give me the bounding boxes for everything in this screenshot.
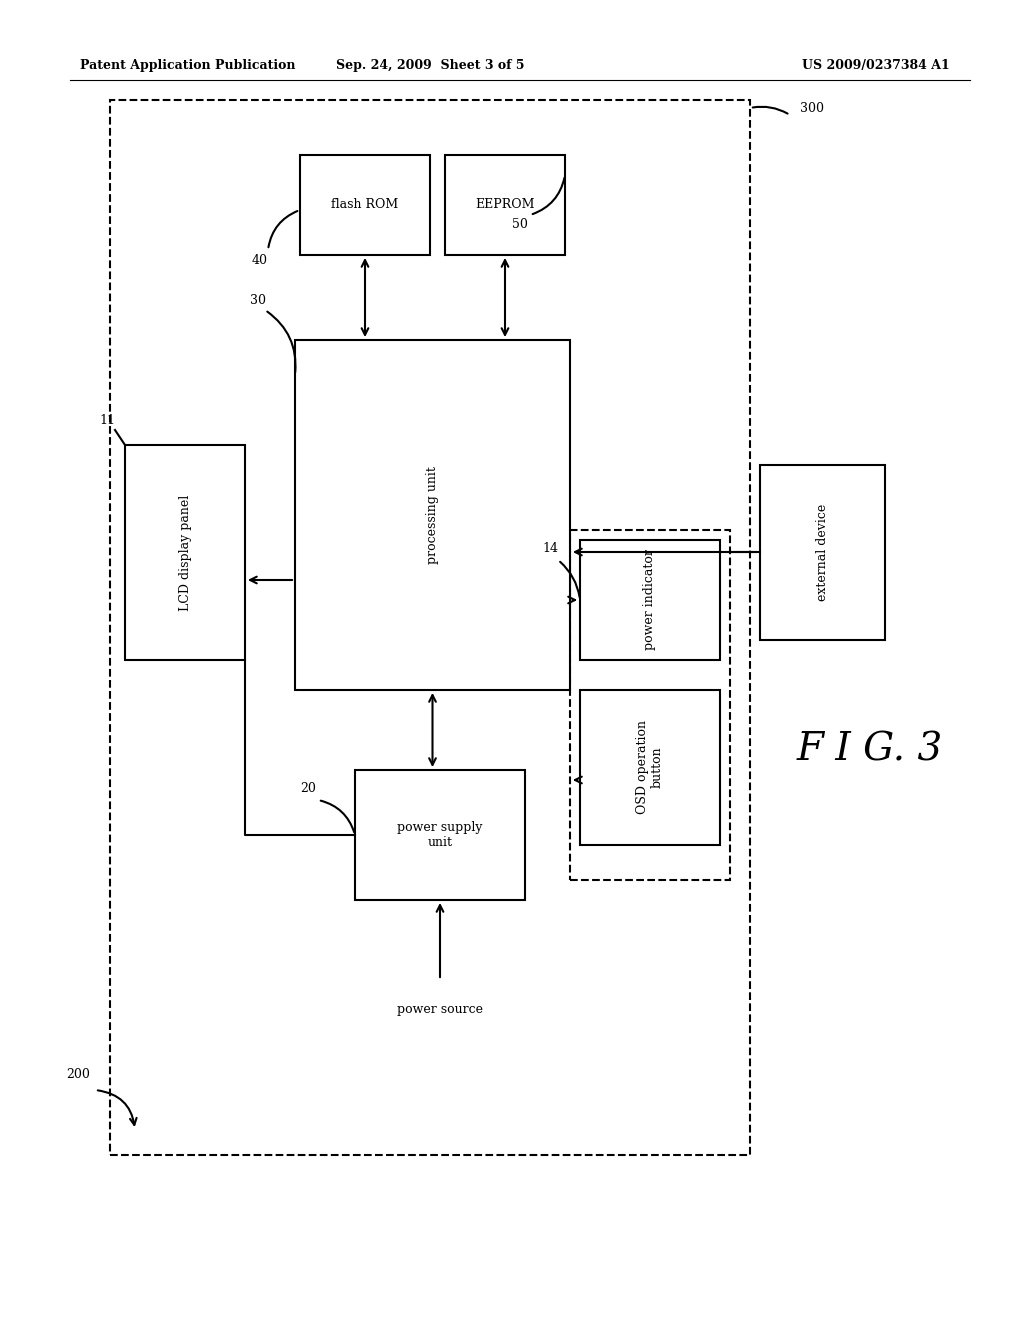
Text: 200: 200	[67, 1068, 90, 1081]
Text: LCD display panel: LCD display panel	[178, 495, 191, 611]
Bar	[580, 540, 720, 660]
Bar	[300, 154, 430, 255]
Text: 11: 11	[99, 413, 115, 426]
Text: Patent Application Publication: Patent Application Publication	[80, 58, 296, 71]
Text: 20: 20	[300, 781, 316, 795]
Text: power indicator: power indicator	[643, 549, 656, 651]
Text: power supply
unit: power supply unit	[397, 821, 482, 849]
Text: power source: power source	[397, 1003, 483, 1016]
Bar	[110, 100, 750, 1155]
Text: 14: 14	[542, 541, 558, 554]
Bar	[760, 465, 885, 640]
Text: OSD operation
button: OSD operation button	[636, 721, 664, 814]
Text: F I G. 3: F I G. 3	[797, 731, 943, 768]
Text: US 2009/0237384 A1: US 2009/0237384 A1	[802, 58, 950, 71]
Bar	[580, 690, 720, 845]
Bar	[445, 154, 565, 255]
Text: 300: 300	[800, 102, 824, 115]
Text: external device: external device	[816, 504, 829, 601]
Text: processing unit: processing unit	[426, 466, 439, 564]
Bar	[125, 445, 245, 660]
Text: 50: 50	[512, 219, 528, 231]
Text: flash ROM: flash ROM	[332, 198, 398, 211]
Bar	[295, 341, 570, 690]
Text: Sep. 24, 2009  Sheet 3 of 5: Sep. 24, 2009 Sheet 3 of 5	[336, 58, 524, 71]
Text: 40: 40	[252, 253, 268, 267]
Bar	[355, 770, 525, 900]
Text: 30: 30	[250, 293, 266, 306]
Text: EEPROM: EEPROM	[475, 198, 535, 211]
Bar	[570, 531, 730, 880]
